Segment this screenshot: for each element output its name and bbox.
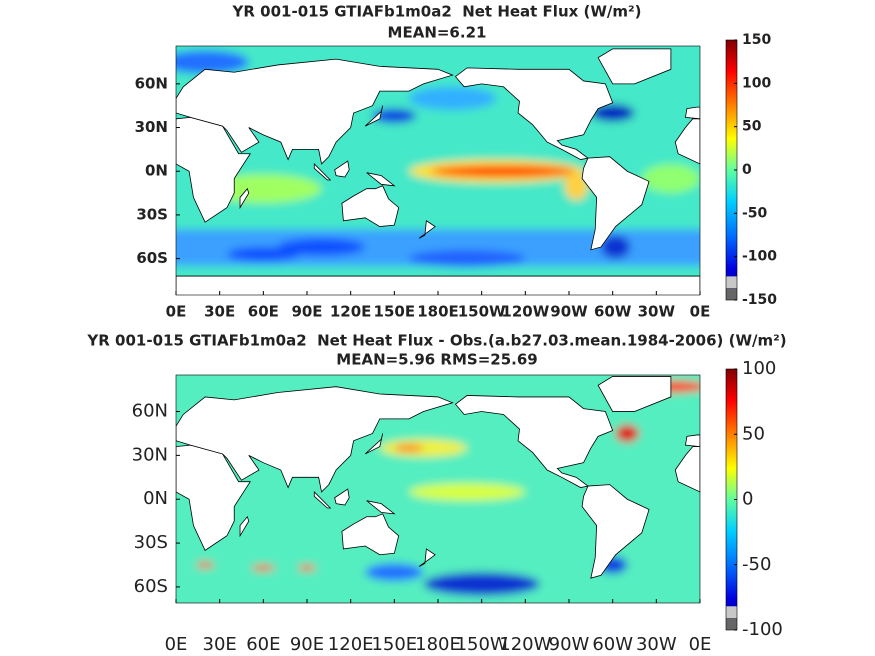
x-tick-label: 180E	[415, 634, 461, 655]
x-tick-label: 30E	[203, 634, 237, 655]
x-tick-label: 150E	[371, 634, 417, 655]
x-tick-label: 90E	[291, 303, 322, 321]
map-area	[176, 46, 700, 295]
colorbar-gray	[726, 288, 737, 300]
colorbar-label: 100	[742, 358, 776, 379]
colorbar	[726, 40, 737, 300]
x-tick-label: 120E	[328, 634, 374, 655]
y-tick-label: 30N	[132, 444, 168, 465]
colorbar-label: -100	[742, 619, 783, 640]
colorbar-gray	[726, 606, 737, 619]
x-tick-label: 150W	[456, 634, 508, 655]
x-tick-label: 60W	[594, 303, 632, 321]
panel-title: YR 001-015 GTIAFb1m0a2 Net Heat Flux - O…	[86, 332, 786, 350]
x-tick-label: 120E	[330, 303, 372, 321]
colorbar-label: -50	[742, 554, 771, 575]
panel-subtitle: MEAN=6.21	[388, 24, 487, 42]
x-tick-label: 30E	[204, 303, 235, 321]
x-tick-label: 120W	[501, 303, 549, 321]
x-tick-label: 180E	[417, 303, 459, 321]
x-tick-label: 90W	[549, 634, 590, 655]
x-tick-label: 120W	[499, 634, 551, 655]
panel-subtitle: MEAN=5.96 RMS=25.69	[336, 351, 537, 369]
y-tick-label: 30S	[136, 205, 168, 223]
colorbar-label: 50	[742, 119, 762, 135]
x-tick-label: 60W	[592, 634, 633, 655]
y-tick-label: 30N	[135, 118, 168, 136]
colorbar-label: -150	[742, 292, 777, 308]
y-tick-label: 60N	[132, 401, 168, 422]
colorbar-label: 100	[742, 75, 771, 91]
colorbar-label: 50	[742, 423, 765, 444]
x-tick-label: 30W	[636, 634, 677, 655]
x-tick-label: 0E	[165, 634, 188, 655]
y-tick-label: 0N	[143, 488, 168, 509]
colorbar-label: 150	[742, 32, 771, 48]
y-tick-label: 60S	[136, 249, 168, 267]
x-tick-label: 150W	[458, 303, 506, 321]
colorbar-gray	[726, 618, 737, 630]
x-tick-label: 90E	[290, 634, 324, 655]
x-tick-label: 150E	[374, 303, 416, 321]
x-tick-label: 0E	[690, 303, 711, 321]
x-tick-label: 0E	[166, 303, 187, 321]
colorbar-label: 0	[742, 162, 752, 178]
x-tick-label: 60E	[248, 303, 279, 321]
x-tick-label: 30W	[638, 303, 676, 321]
panel-title: YR 001-015 GTIAFb1m0a2 Net Heat Flux (W/…	[232, 3, 642, 21]
y-tick-label: 60N	[135, 74, 168, 92]
x-tick-label: 60E	[246, 634, 280, 655]
x-tick-label: 0E	[689, 634, 712, 655]
colorbar	[726, 369, 737, 630]
y-tick-label: 30S	[134, 532, 168, 553]
y-tick-label: 60S	[134, 576, 168, 597]
colorbar-label: -50	[742, 205, 768, 221]
colorbar-label: 0	[742, 489, 753, 510]
y-tick-label: 0N	[145, 162, 168, 180]
x-tick-label: 90W	[550, 303, 588, 321]
colorbar-gray	[726, 276, 737, 289]
colorbar-label: -100	[742, 249, 777, 265]
